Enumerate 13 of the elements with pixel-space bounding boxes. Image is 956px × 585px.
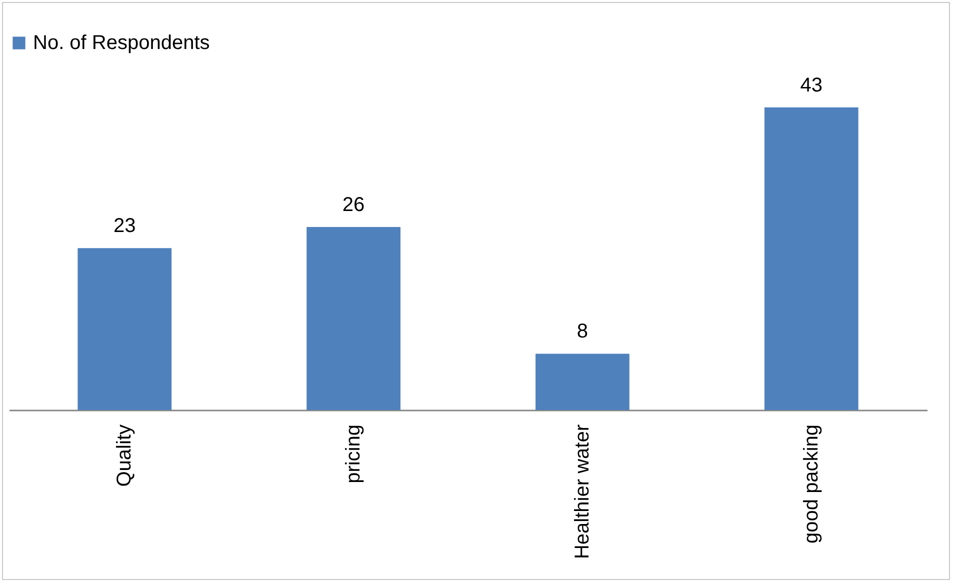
legend-label: No. of Respondents bbox=[33, 32, 210, 54]
bar bbox=[536, 354, 630, 410]
x-tick-label: Healthier water bbox=[571, 424, 594, 560]
data-label: 23 bbox=[113, 215, 136, 238]
x-tick-label: good packing bbox=[800, 424, 822, 544]
x-tick-label: Quality bbox=[114, 424, 136, 487]
bar bbox=[764, 107, 858, 410]
bar bbox=[78, 248, 172, 410]
data-label: 43 bbox=[800, 74, 823, 96]
x-tick-label: pricing bbox=[342, 424, 365, 484]
data-label: 26 bbox=[342, 194, 365, 216]
data-label: 8 bbox=[576, 320, 588, 343]
bar bbox=[306, 226, 400, 410]
